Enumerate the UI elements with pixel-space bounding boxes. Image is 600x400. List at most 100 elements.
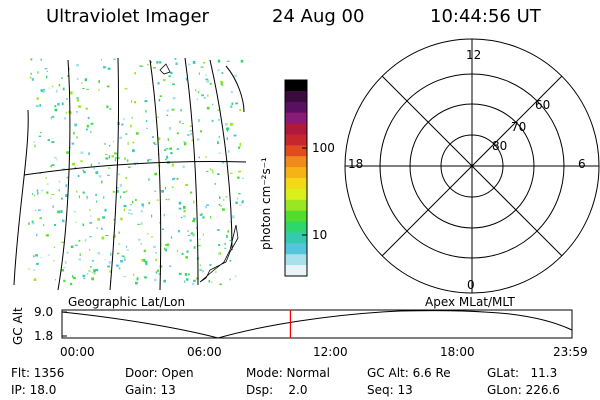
speckle: [176, 132, 179, 135]
colorbar-label-100: 100: [312, 141, 335, 155]
speckle: [137, 223, 141, 225]
speckle: [198, 119, 200, 122]
speckle: [34, 144, 36, 148]
speckle: [125, 245, 128, 248]
speckle: [185, 183, 189, 186]
speckle: [46, 75, 48, 79]
speckle: [110, 252, 112, 256]
speckle: [140, 210, 143, 213]
speckle: [165, 148, 169, 150]
speckle: [147, 63, 149, 66]
speckle: [103, 196, 105, 199]
speckle: [104, 143, 106, 145]
geo-caption: Geographic Lat/Lon: [68, 295, 186, 309]
speckle: [221, 84, 224, 86]
speckle: [65, 184, 68, 188]
speckle: [33, 194, 35, 197]
speckle: [134, 72, 136, 75]
speckle: [124, 88, 128, 90]
speckle: [198, 156, 200, 159]
speckle: [58, 189, 60, 192]
speckle: [105, 235, 109, 236]
speckle: [220, 80, 223, 84]
speckle: [192, 219, 196, 223]
speckle: [167, 138, 169, 141]
speckle: [51, 115, 55, 118]
speckle: [98, 162, 100, 165]
colorbar-segment: [285, 112, 307, 125]
speckle: [217, 59, 221, 63]
speckle: [181, 252, 184, 255]
speckle: [158, 98, 161, 102]
speckle: [117, 252, 120, 255]
speckle: [115, 187, 119, 189]
colorbar-segment: [285, 188, 307, 201]
mlt-label-12: 12: [466, 48, 482, 62]
speckle: [212, 103, 214, 105]
speckle: [95, 171, 99, 174]
speckle: [233, 134, 237, 137]
speckle: [76, 97, 79, 99]
speckle: [227, 230, 229, 233]
speckle: [157, 269, 160, 272]
speckle: [161, 190, 164, 193]
speckle: [70, 91, 73, 95]
colorbar-segment: [285, 156, 307, 168]
speckle: [70, 245, 74, 248]
speckle: [186, 250, 189, 253]
coastline-north: [159, 63, 171, 75]
speckle: [196, 98, 198, 101]
speckle: [145, 97, 147, 99]
status-ip: IP: 18.0: [11, 383, 57, 397]
speckle: [112, 140, 115, 143]
x-tick-1800: 18:00: [440, 345, 475, 359]
speckle: [218, 244, 221, 246]
alt-tick-9: 9.0: [34, 305, 54, 319]
speckle: [54, 279, 56, 281]
speckle: [184, 273, 187, 276]
speckle: [139, 65, 142, 67]
speckle: [36, 262, 39, 265]
speckle: [81, 82, 83, 84]
colorbar-segment: [285, 210, 307, 223]
speckle: [62, 87, 65, 91]
speckle: [146, 127, 148, 129]
speckle: [86, 197, 89, 200]
speckle: [76, 111, 78, 113]
speckle: [176, 177, 179, 180]
speckle: [109, 144, 111, 147]
speckle: [238, 146, 240, 149]
speckle: [50, 116, 52, 120]
speckle: [218, 152, 222, 154]
status-flt: Flt: 1356: [11, 366, 65, 380]
speckle: [239, 108, 241, 112]
speckle: [105, 153, 108, 155]
speckle: [80, 151, 84, 154]
uv-speckles: [28, 58, 244, 286]
speckle: [61, 102, 64, 106]
speckle: [142, 205, 144, 209]
speckle: [40, 89, 44, 92]
speckle: [183, 209, 186, 213]
mlat-label-60: 60: [535, 98, 551, 112]
speckle: [219, 196, 221, 199]
speckle: [193, 279, 196, 282]
speckle: [128, 212, 130, 214]
speckle: [72, 276, 76, 280]
speckle: [226, 137, 228, 141]
speckle: [217, 69, 220, 72]
speckle: [123, 117, 125, 121]
speckle: [118, 267, 121, 270]
speckle: [189, 125, 193, 127]
speckle: [83, 277, 86, 280]
speckle: [217, 173, 220, 175]
speckle: [180, 216, 183, 219]
speckle: [171, 186, 174, 188]
speckle: [61, 269, 65, 272]
speckle: [191, 282, 195, 286]
speckle: [141, 203, 144, 205]
speckle: [226, 235, 228, 238]
speckle: [46, 191, 49, 194]
speckle: [202, 270, 204, 273]
x-tick-0000: 00:00: [60, 345, 95, 359]
